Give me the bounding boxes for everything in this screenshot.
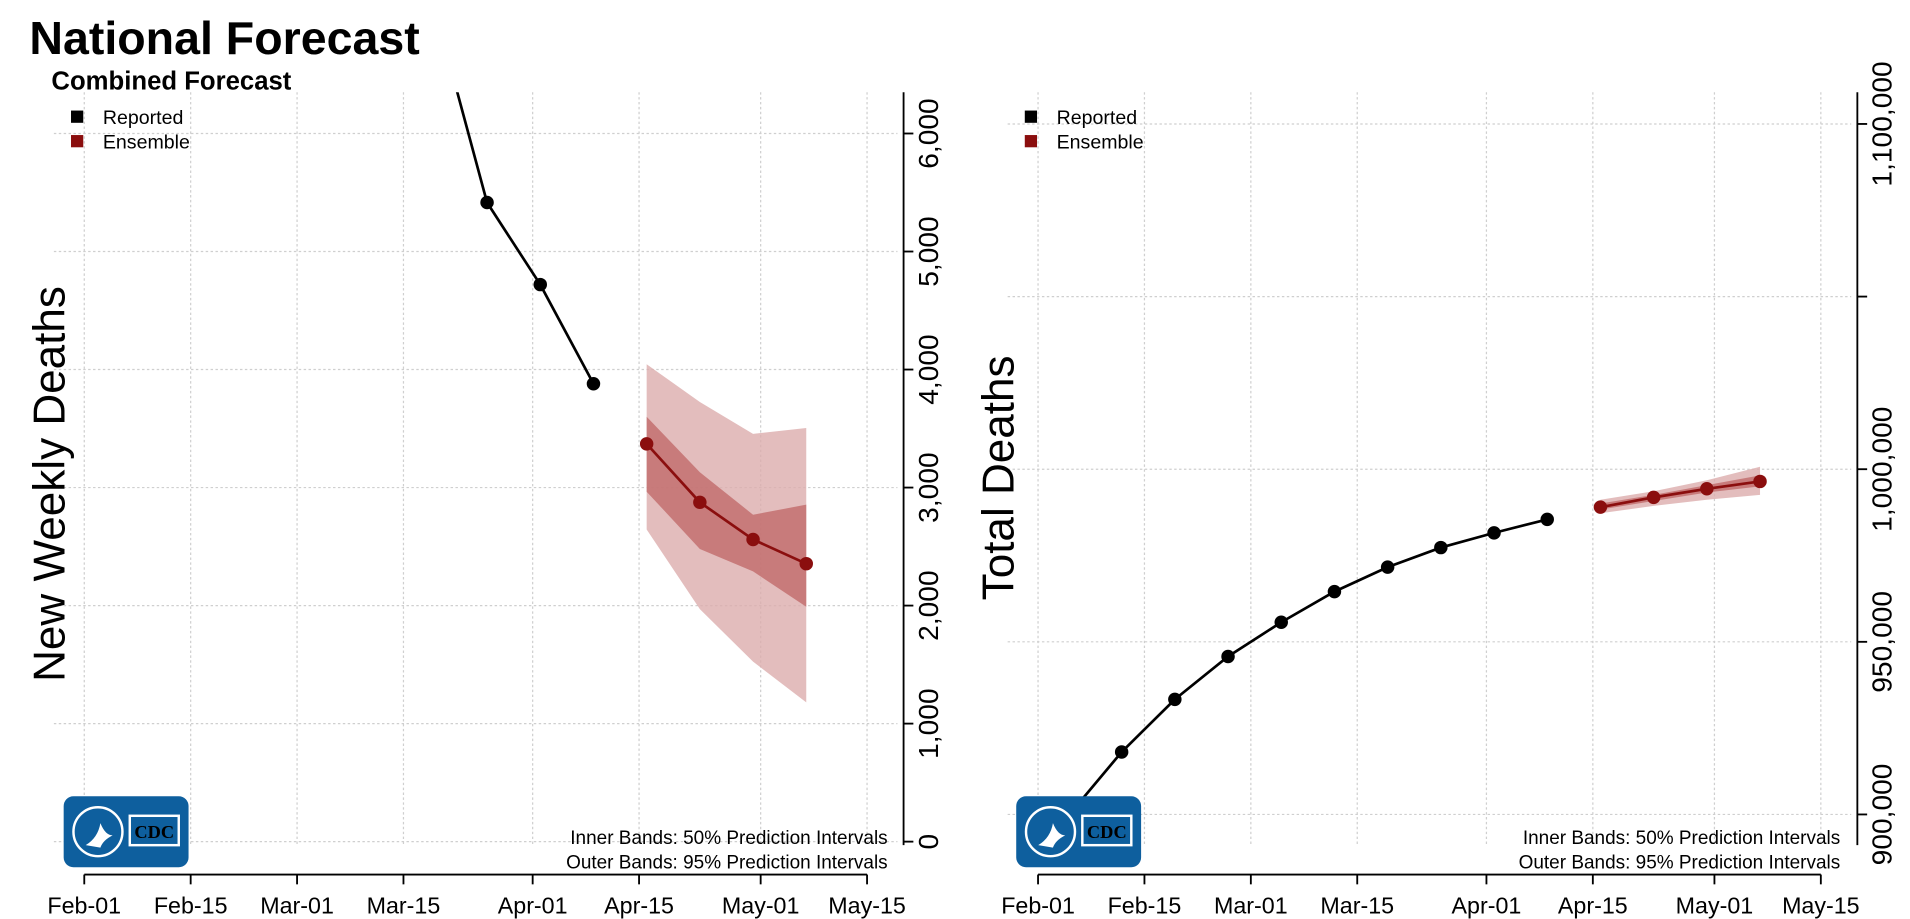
data-point (1593, 500, 1608, 514)
legend-label: Ensemble (1057, 132, 1144, 154)
x-tick-label: May-15 (1782, 893, 1860, 919)
x-tick-label: Apr-15 (604, 893, 674, 919)
x-tick-label: Feb-15 (154, 893, 228, 919)
data-point (1753, 474, 1767, 489)
x-tick-label: Mar-15 (367, 893, 441, 919)
data-point (693, 495, 707, 510)
y-tick-label: 1,100,000 (1867, 61, 1898, 186)
x-tick-label: Apr-15 (1558, 893, 1628, 919)
data-point (1380, 560, 1395, 574)
data-point (746, 532, 760, 547)
y-tick-label: 5,000 (913, 216, 944, 286)
data-point (586, 376, 601, 391)
data-point (639, 437, 654, 451)
data-point (1434, 540, 1448, 555)
logo-eagle (85, 823, 113, 848)
y-tick-label: 950,000 (1867, 591, 1898, 693)
data-point (1646, 490, 1661, 505)
plot-area (427, 0, 813, 703)
logo-box (128, 814, 180, 847)
prediction-band (1600, 466, 1761, 514)
legend-swatch (71, 135, 84, 148)
x-tick-label: Apr-01 (1452, 893, 1522, 919)
y-tick-label: 1,000,000 (1867, 407, 1898, 532)
legend-swatch (71, 110, 84, 123)
data-point (427, 0, 440, 12)
annotation: Inner Bands: 50% Prediction Intervals (570, 828, 887, 849)
y-tick-label: 6,000 (913, 98, 944, 168)
x-tick-label: Feb-01 (47, 893, 121, 919)
x-tick-label: Mar-01 (260, 893, 334, 919)
x-tick-label: May-15 (828, 893, 906, 919)
data-point (1487, 526, 1501, 540)
legend-label: Ensemble (103, 132, 190, 154)
data-point (799, 556, 813, 571)
data-point (1114, 745, 1129, 759)
logo-seal (72, 805, 124, 858)
data-point (1168, 692, 1182, 707)
data-point (480, 195, 494, 210)
series-line (1067, 518, 1548, 817)
y-tick-label: 1,000 (913, 688, 944, 758)
x-tick-label: Mar-01 (1214, 893, 1288, 919)
x-tick-label: Apr-01 (498, 893, 568, 919)
y-tick-label: 0 (913, 834, 944, 850)
chart: 900,000 950,000 1,000,000 1,100,000 Feb-01 Fe… (974, 61, 1897, 918)
logo-text: CDC (134, 822, 174, 842)
y-tick-label: 900,000 (1867, 764, 1898, 866)
x-tick-label: May-01 (722, 893, 800, 919)
y-tick-label: 2,000 (913, 570, 944, 640)
annotation: Outer Bands: 95% Prediction Intervals (566, 852, 888, 873)
x-tick-label: Feb-15 (1108, 893, 1182, 919)
logo-box (1081, 814, 1133, 847)
legend-label: Reported (103, 107, 184, 129)
data-point (1540, 512, 1554, 527)
data-point (1221, 649, 1235, 664)
data-point (1700, 482, 1714, 496)
data-point (533, 277, 547, 292)
y-tick-label: 3,000 (913, 452, 944, 522)
y-tick-label: 4,000 (913, 334, 944, 404)
data-point (1274, 615, 1288, 629)
data-point (1327, 584, 1342, 599)
annotation: Inner Bands: 50% Prediction Intervals (1523, 828, 1840, 849)
page-subtitle: Combined Forecast (51, 68, 291, 96)
y-axis-label: Total Deaths (974, 355, 1023, 600)
logo-text: CDC (1087, 822, 1127, 842)
legend-swatch (1024, 135, 1038, 148)
prediction-band (646, 416, 807, 607)
chart: 0 1,000 2,000 3,000 4,000 5,000 6,000 Feb-01 Feb… (25, 0, 944, 919)
logo-badge (63, 796, 189, 868)
legend-label: Reported (1057, 107, 1138, 129)
series-line (455, 92, 595, 385)
page-title: National Forecast (29, 12, 419, 64)
series-line (1600, 480, 1761, 509)
x-tick-label: Mar-15 (1320, 893, 1394, 919)
y-axis-label: New Weekly Deaths (25, 286, 74, 682)
annotation: Outer Bands: 95% Prediction Intervals (1519, 852, 1841, 873)
x-tick-label: May-01 (1676, 893, 1754, 919)
logo-seal (1024, 805, 1077, 858)
legend-swatch (1024, 110, 1038, 123)
logo-eagle (1038, 823, 1066, 848)
x-tick-label: Feb-01 (1001, 893, 1075, 919)
logo-badge (1016, 796, 1142, 868)
series-line (645, 442, 807, 565)
plot-area (1061, 466, 1767, 823)
